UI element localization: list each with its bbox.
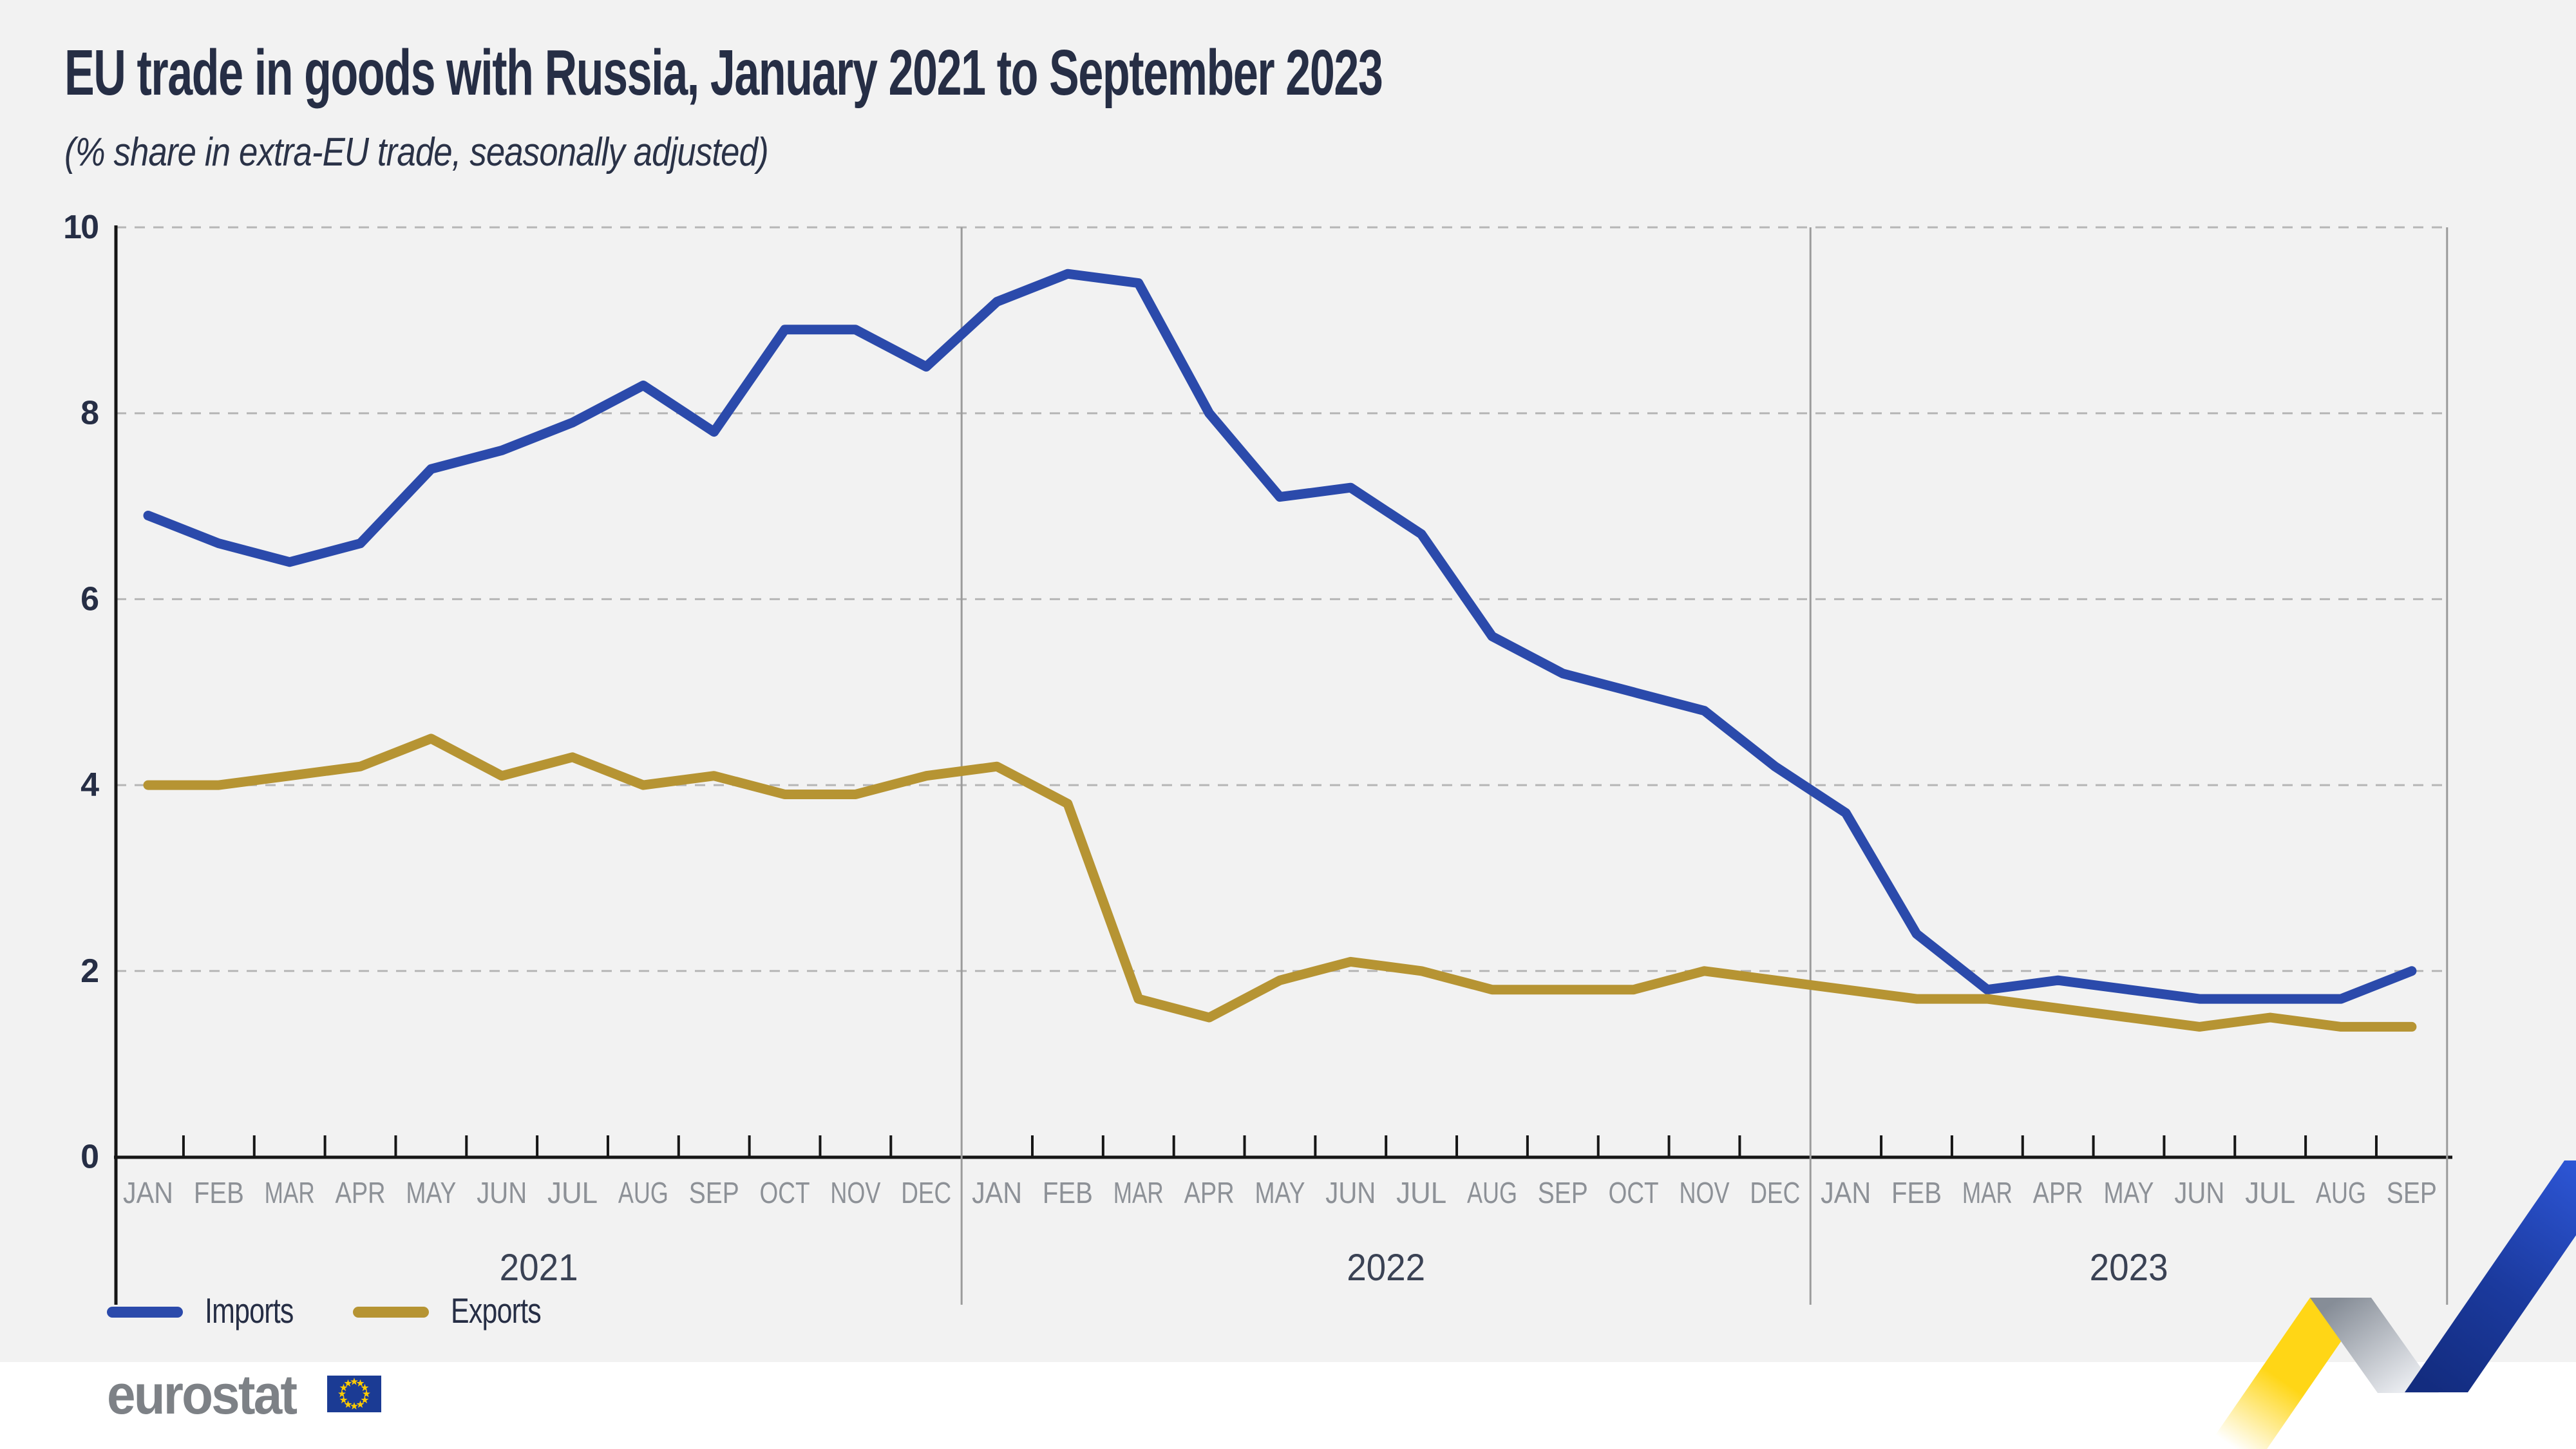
y-axis-labels: 0 2 4 6 8 10 bbox=[63, 209, 100, 1176]
y-tick-label: 10 bbox=[63, 209, 98, 246]
month-label: OCT bbox=[760, 1176, 810, 1209]
eu-flag-star bbox=[338, 1390, 346, 1397]
month-label: JUN bbox=[477, 1176, 527, 1209]
month-label: APR bbox=[1184, 1176, 1235, 1209]
eu-flag-star bbox=[356, 1379, 365, 1387]
month-label: MAY bbox=[2104, 1176, 2154, 1209]
eu-flag-star bbox=[356, 1400, 365, 1408]
month-label: JAN bbox=[972, 1176, 1022, 1209]
y-tick-label: 2 bbox=[80, 952, 98, 990]
month-label: FEB bbox=[194, 1176, 244, 1209]
eu-flag-star bbox=[350, 1402, 358, 1410]
month-label: MAY bbox=[406, 1176, 456, 1209]
ribbon-yellow-segment bbox=[2206, 1298, 2371, 1449]
month-label: DEC bbox=[1750, 1176, 1800, 1209]
eu-flag-star bbox=[361, 1396, 369, 1404]
page-title: EU trade in goods with Russia, January 2… bbox=[64, 37, 1383, 109]
y-tick-label: 4 bbox=[80, 766, 99, 804]
month-label: DEC bbox=[901, 1176, 951, 1209]
month-label: MAR bbox=[265, 1176, 315, 1209]
eu-flag-star bbox=[361, 1383, 369, 1392]
eu-flag-star bbox=[339, 1383, 348, 1392]
eu-flag-star bbox=[344, 1400, 352, 1408]
month-label: MAR bbox=[1113, 1176, 1164, 1209]
imports-legend-label: Imports bbox=[205, 1291, 294, 1331]
month-label: JUN bbox=[2174, 1176, 2224, 1209]
month-label: AUG bbox=[618, 1176, 668, 1209]
month-label: APR bbox=[336, 1176, 386, 1209]
page-subtitle: (% share in extra-EU trade, seasonally a… bbox=[64, 130, 769, 175]
ribbon-blue-segment bbox=[2405, 1160, 2576, 1392]
year-labels: 2021 2022 2023 bbox=[500, 1247, 2168, 1289]
eu-flag-star bbox=[344, 1379, 352, 1387]
month-label: JUL bbox=[547, 1176, 598, 1209]
exports-legend-label: Exports bbox=[451, 1291, 542, 1331]
y-tick-label: 6 bbox=[80, 580, 99, 618]
imports-legend-swatch bbox=[107, 1307, 183, 1318]
month-label: AUG bbox=[1467, 1176, 1517, 1209]
eu-flag-star bbox=[363, 1390, 370, 1397]
month-label: JAN bbox=[1821, 1176, 1871, 1209]
gridlines bbox=[116, 226, 2447, 972]
month-labels: JAN FEB MAR APR MAY JUN JUL AUG SEP OCT NOV DEC JAN F… bbox=[123, 1176, 2437, 1209]
exports-legend-swatch bbox=[353, 1307, 429, 1318]
month-label: FEB bbox=[1891, 1176, 1942, 1209]
year-label: 2021 bbox=[500, 1247, 578, 1289]
exports-line bbox=[143, 734, 2417, 1032]
month-label: MAY bbox=[1255, 1176, 1305, 1209]
eu-flag-icon bbox=[327, 1376, 381, 1412]
month-label: JUN bbox=[1325, 1176, 1376, 1209]
y-tick-label: 0 bbox=[80, 1139, 98, 1176]
eu-flag-star bbox=[350, 1378, 358, 1385]
month-label: JUL bbox=[1396, 1176, 1446, 1209]
axes-frame bbox=[114, 225, 2452, 1305]
year-label: 2023 bbox=[2090, 1247, 2168, 1289]
month-label: JAN bbox=[123, 1176, 173, 1209]
month-label: NOV bbox=[1679, 1176, 1729, 1209]
month-label: OCT bbox=[1609, 1176, 1659, 1209]
trend-ribbon-decoration bbox=[2206, 1160, 2576, 1449]
y-tick-label: 8 bbox=[80, 395, 99, 432]
month-label: MAR bbox=[1962, 1176, 2012, 1209]
month-label: APR bbox=[2033, 1176, 2083, 1209]
year-label: 2022 bbox=[1347, 1247, 1425, 1289]
eurostat-logo-text: eurostat bbox=[107, 1364, 298, 1426]
month-label: SEP bbox=[1538, 1176, 1588, 1209]
ribbon-gray-segment bbox=[2310, 1298, 2439, 1393]
footer-strip bbox=[0, 1362, 2576, 1449]
month-label: SEP bbox=[2387, 1176, 2437, 1209]
imports-line bbox=[143, 269, 2417, 1004]
month-label: SEP bbox=[689, 1176, 739, 1209]
month-label: AUG bbox=[2316, 1176, 2366, 1209]
series bbox=[143, 269, 2417, 1032]
eu-flag-star bbox=[339, 1396, 348, 1404]
month-label: NOV bbox=[830, 1176, 880, 1209]
month-label: JUL bbox=[2245, 1176, 2295, 1209]
month-label: FEB bbox=[1043, 1176, 1093, 1209]
